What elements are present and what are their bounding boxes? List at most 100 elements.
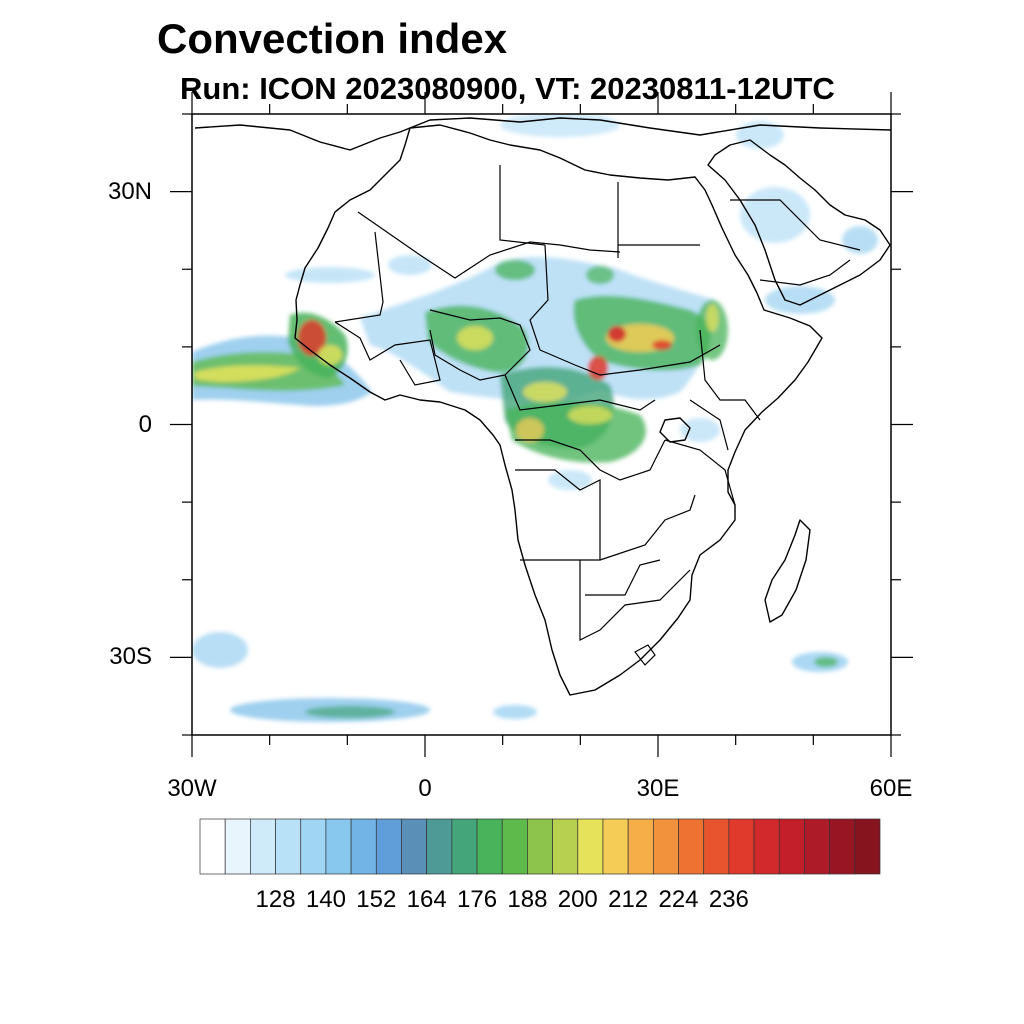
field-angola (548, 470, 592, 490)
colorbar-swatch (627, 818, 654, 875)
field-congo-yellow (568, 406, 612, 424)
border-angola (515, 469, 601, 561)
border-kenya (689, 399, 729, 451)
field-westafrica-north (285, 267, 375, 283)
colorbar-swatch (501, 818, 528, 875)
axis-ticks (170, 92, 913, 757)
colorbar-label: 200 (557, 886, 598, 913)
field-atlantic-warm (195, 365, 300, 382)
lesotho (634, 644, 656, 666)
chart-subtitle: Run: ICON 2023080900, VT: 20230811-12UTC (180, 71, 835, 106)
field-arabia (740, 187, 810, 243)
colorbar-swatch (426, 818, 453, 875)
colorbar-swatch (300, 818, 327, 875)
border-cameroon (504, 374, 656, 411)
colorbar-swatch (224, 818, 251, 875)
field-guinea-yellow (318, 345, 342, 365)
colorbar-swatch (703, 818, 730, 875)
colorbar-label: 188 (507, 886, 548, 913)
colorbar-label: 164 (406, 886, 447, 913)
colorbar-label: 152 (356, 886, 397, 913)
border-sudan-south (539, 344, 721, 376)
colorbar-label: 212 (608, 886, 649, 913)
convection-field (192, 114, 878, 722)
colorbar-label: 224 (658, 886, 699, 913)
field-south-atlantic2 (192, 632, 248, 668)
field-yemen (765, 286, 835, 314)
colorbar-swatch (451, 818, 478, 875)
colorbar-swatch (728, 818, 755, 875)
africa-coastline (294, 124, 823, 696)
border-mali (334, 231, 384, 323)
x-tick-label: 0 (418, 775, 432, 802)
border-namibia-botswana (585, 559, 661, 596)
field-south-atlantic1-core (305, 706, 395, 718)
field-gabon (516, 418, 544, 442)
field-east-africa (680, 418, 720, 442)
border-arabia (730, 199, 861, 251)
colorbar-swatch (577, 818, 604, 875)
field-oman (842, 226, 878, 254)
europe-coastline (194, 117, 891, 151)
coastlines (194, 117, 891, 696)
border-westafrica (334, 321, 441, 386)
border-algeria-libya (499, 165, 546, 246)
field-sudan-red1 (608, 326, 626, 342)
border-congo (515, 439, 666, 481)
colorbar-swatch (829, 818, 856, 875)
colorbar-swatch (325, 818, 352, 875)
field-guinea-core (298, 320, 326, 356)
border-sahara-west (357, 211, 621, 279)
y-tick-label: 30S (109, 643, 152, 671)
y-tick-label: 30N (107, 177, 152, 205)
field-central-yellow (523, 382, 567, 402)
colorbar-label: 176 (457, 886, 498, 913)
colorbar-label: 140 (305, 886, 346, 913)
field-sudan-north (586, 266, 614, 284)
border-yemen (759, 259, 851, 286)
field-ethiopia-yellow (706, 304, 718, 332)
x-tick-label: 30E (636, 775, 680, 802)
field-sudan-red2 (652, 340, 672, 350)
field-ssudan-red (588, 356, 608, 380)
border-east (699, 329, 761, 421)
chart-title: Convection index (157, 15, 508, 62)
colorbar-swatch (854, 818, 881, 875)
colorbar-swatch (678, 818, 705, 875)
colorbar-swatch (552, 818, 579, 875)
colorbar-swatch (476, 818, 503, 875)
border-nigeria (429, 309, 531, 381)
x-tick-label: 60E (869, 775, 913, 802)
colorbar-label: 128 (255, 886, 296, 913)
colorbar-swatch (250, 818, 276, 875)
border-zambia (599, 494, 696, 561)
country-borders (334, 165, 861, 666)
y-tick-label: 0 (138, 410, 152, 438)
border-southern (579, 560, 691, 641)
colorbar-swatch (804, 818, 830, 875)
colorbar (199, 818, 881, 875)
madagascar (764, 519, 811, 623)
field-chad (495, 260, 535, 280)
field-east-med (736, 121, 784, 149)
colorbar-swatch (753, 818, 780, 875)
colorbar-swatch (275, 818, 302, 875)
border-tanzania (664, 439, 736, 506)
field-mauritania (388, 255, 432, 275)
colorbar-label: 236 (708, 886, 749, 913)
x-tick-label: 30W (167, 775, 217, 802)
field-north-coast (500, 114, 620, 137)
field-south-atlantic3 (493, 705, 537, 719)
border-chad (529, 244, 549, 351)
colorbar-swatch (778, 818, 805, 875)
field-sahel-band (360, 256, 716, 405)
colorbar-swatch (652, 818, 679, 875)
colorbar-swatch (527, 818, 553, 875)
field-indian-ocean-core (814, 657, 838, 667)
colorbar-swatch (401, 818, 428, 875)
field-sahel-yellow1 (457, 326, 493, 350)
colorbar-swatch (375, 818, 402, 875)
lake-victoria (659, 417, 691, 443)
arabia-coastline (707, 139, 891, 306)
